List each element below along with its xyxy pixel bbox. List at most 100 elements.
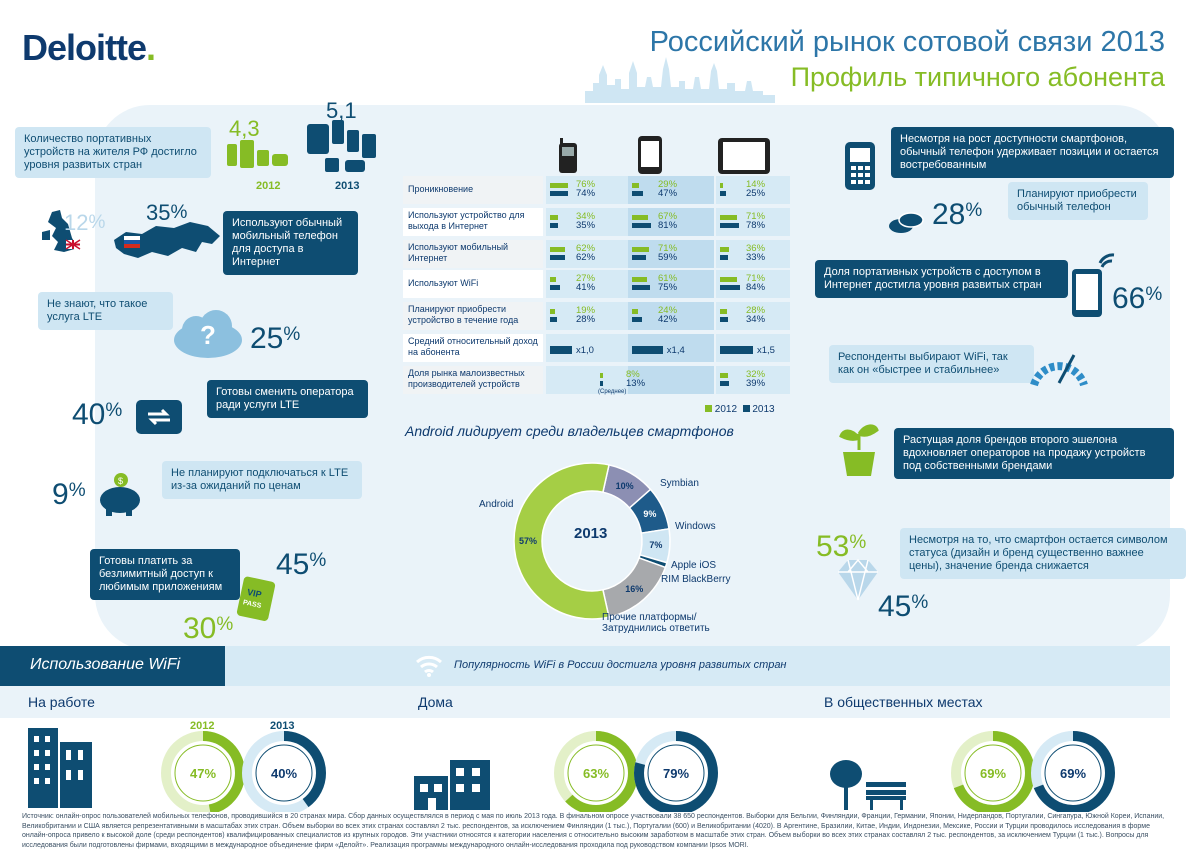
bar-2013 bbox=[550, 223, 559, 228]
devices-2012-icon bbox=[227, 140, 288, 168]
value-2013: 39% bbox=[746, 378, 766, 389]
ring-value-home-2013: 79% bbox=[663, 766, 689, 781]
status-2013-pct: 45% bbox=[878, 590, 929, 623]
basic-phone-internet-callout: Используют обычный мобильный телефон для… bbox=[223, 211, 358, 275]
donut-slice-label-0: 57% bbox=[519, 536, 537, 546]
value-2013: 34% bbox=[746, 314, 766, 325]
value-2013: 13% bbox=[626, 378, 646, 389]
ring-work-2012 bbox=[161, 731, 245, 812]
wifi-public-label: В общественных местах bbox=[824, 694, 983, 710]
income-value: x1,0 bbox=[576, 345, 594, 356]
wifi-header-arrow bbox=[225, 646, 253, 686]
value-2012: 34% bbox=[576, 211, 596, 222]
russia-map-icon bbox=[114, 222, 220, 258]
unlimited-apps-callout: Готовы платить за безлимитный доступ к л… bbox=[90, 549, 240, 600]
wifi-section-title: Использование WiFi bbox=[30, 656, 181, 673]
bar-2012 bbox=[720, 277, 738, 282]
value-2012: 61% bbox=[658, 273, 678, 284]
bar-2012 bbox=[632, 309, 638, 314]
bar-2013 bbox=[632, 285, 650, 290]
wifi-home-label: Дома bbox=[418, 694, 453, 710]
source-footnote: Источник: онлайн-опрос пользователей моб… bbox=[22, 813, 1165, 849]
devices-2013-value: 5,1 bbox=[326, 98, 357, 123]
ring-inner bbox=[964, 744, 1022, 802]
donut-slice-label-2: 9% bbox=[643, 509, 656, 519]
table-row: Используют WiFi 27% 41% 61% 75% 71% 84% bbox=[403, 270, 790, 298]
value-2013: 41% bbox=[576, 282, 596, 293]
wifi-icon bbox=[416, 655, 442, 677]
cell-bg bbox=[628, 208, 714, 236]
russia-pct: 35% bbox=[146, 200, 188, 225]
ring-inner bbox=[255, 744, 313, 802]
value-2012: 71% bbox=[746, 211, 766, 222]
row-label-bg bbox=[403, 302, 543, 330]
value-2013: 35% bbox=[576, 220, 596, 231]
bar-2012 bbox=[550, 183, 569, 188]
cell-bg bbox=[716, 302, 790, 330]
bar-2012 bbox=[632, 215, 649, 220]
bar-2012 bbox=[720, 309, 727, 314]
bar-2013 bbox=[720, 285, 741, 290]
legend-apple-ios: Apple iOS bbox=[671, 560, 717, 571]
wifi-locations-band bbox=[0, 686, 1170, 718]
ring-home-2012 bbox=[554, 731, 638, 812]
wifi-year-2012: 2012 bbox=[190, 720, 215, 732]
bar-2013 bbox=[632, 223, 652, 228]
cell-bg bbox=[716, 366, 790, 394]
donut-slice-0 bbox=[513, 462, 610, 620]
value-2012: 71% bbox=[746, 273, 766, 284]
page-subtitle: Профиль типичного абонента bbox=[790, 62, 1165, 92]
bar-2012 bbox=[550, 277, 557, 282]
row-label: Доля рынка малоизвестных производителей … bbox=[408, 368, 525, 389]
cell-bg bbox=[546, 270, 632, 298]
ring-inner bbox=[567, 744, 625, 802]
cell-bg bbox=[716, 240, 790, 268]
value-2012: 28% bbox=[746, 305, 766, 316]
bar-2013 bbox=[550, 285, 560, 290]
svg-text:$: $ bbox=[118, 476, 123, 486]
income-bar bbox=[720, 346, 753, 354]
wifi-banner-text: Популярность WiFi в России достигла уров… bbox=[454, 659, 787, 671]
value-2012: 32% bbox=[746, 369, 766, 380]
bar-2013 bbox=[720, 317, 729, 322]
value-2013: 33% bbox=[746, 252, 766, 263]
row-label-bg bbox=[403, 270, 543, 298]
row-label: Используют мобильный Интернет bbox=[408, 242, 509, 263]
value-2013: 78% bbox=[746, 220, 766, 231]
income-bar bbox=[632, 346, 663, 354]
bar-2013 bbox=[720, 223, 739, 228]
value-2013: 62% bbox=[576, 252, 596, 263]
value-2013: 59% bbox=[658, 252, 678, 263]
ring-home-2013 bbox=[634, 731, 718, 812]
bar-2013 bbox=[720, 381, 730, 386]
bar-2013 bbox=[720, 191, 726, 196]
row-label: Средний относительный доход на абонента bbox=[408, 336, 538, 357]
value-2012: 67% bbox=[658, 211, 678, 222]
buy-basic-phone-callout: Планируют приобрести обычный телефон bbox=[1008, 182, 1148, 220]
cell-bg bbox=[716, 270, 790, 298]
smartphone-icon bbox=[638, 136, 662, 174]
second-tier-brands-callout: Растущая доля брендов второго эшелона вд… bbox=[894, 428, 1174, 479]
deloitte-logo: Deloitte. bbox=[22, 27, 156, 68]
bar-2012 bbox=[632, 277, 647, 282]
table-row: Используют устройство для выхода в Интер… bbox=[403, 208, 790, 236]
no-lte-price-callout: Не планируют подключаться к LTE из-за ож… bbox=[162, 461, 362, 499]
cell-bg bbox=[716, 176, 790, 204]
piggy-bank-icon: $ bbox=[100, 473, 140, 516]
wifi-choice-callout: Респонденты выбирают WiFi, так как он «б… bbox=[829, 345, 1034, 383]
row-label-bg bbox=[403, 176, 543, 204]
svg-text:?: ? bbox=[200, 320, 216, 350]
value-2012: 8% bbox=[626, 369, 640, 380]
value-2012: 27% bbox=[576, 273, 596, 284]
year-2013-label: 2013 bbox=[335, 180, 360, 192]
cell-bg bbox=[628, 240, 714, 268]
bar-2013 bbox=[720, 255, 728, 260]
bar-2012 bbox=[632, 247, 650, 252]
bar-2013 bbox=[550, 255, 565, 260]
cell-bg bbox=[716, 208, 790, 236]
ring-value-public-2012: 69% bbox=[980, 766, 1006, 781]
cell-bg bbox=[546, 176, 632, 204]
legend-other: Прочие платформы/ Затруднились ответить bbox=[602, 612, 710, 634]
svg-text:VIP: VIP bbox=[246, 587, 262, 600]
lte-unknown-pct: 25% bbox=[250, 322, 301, 355]
